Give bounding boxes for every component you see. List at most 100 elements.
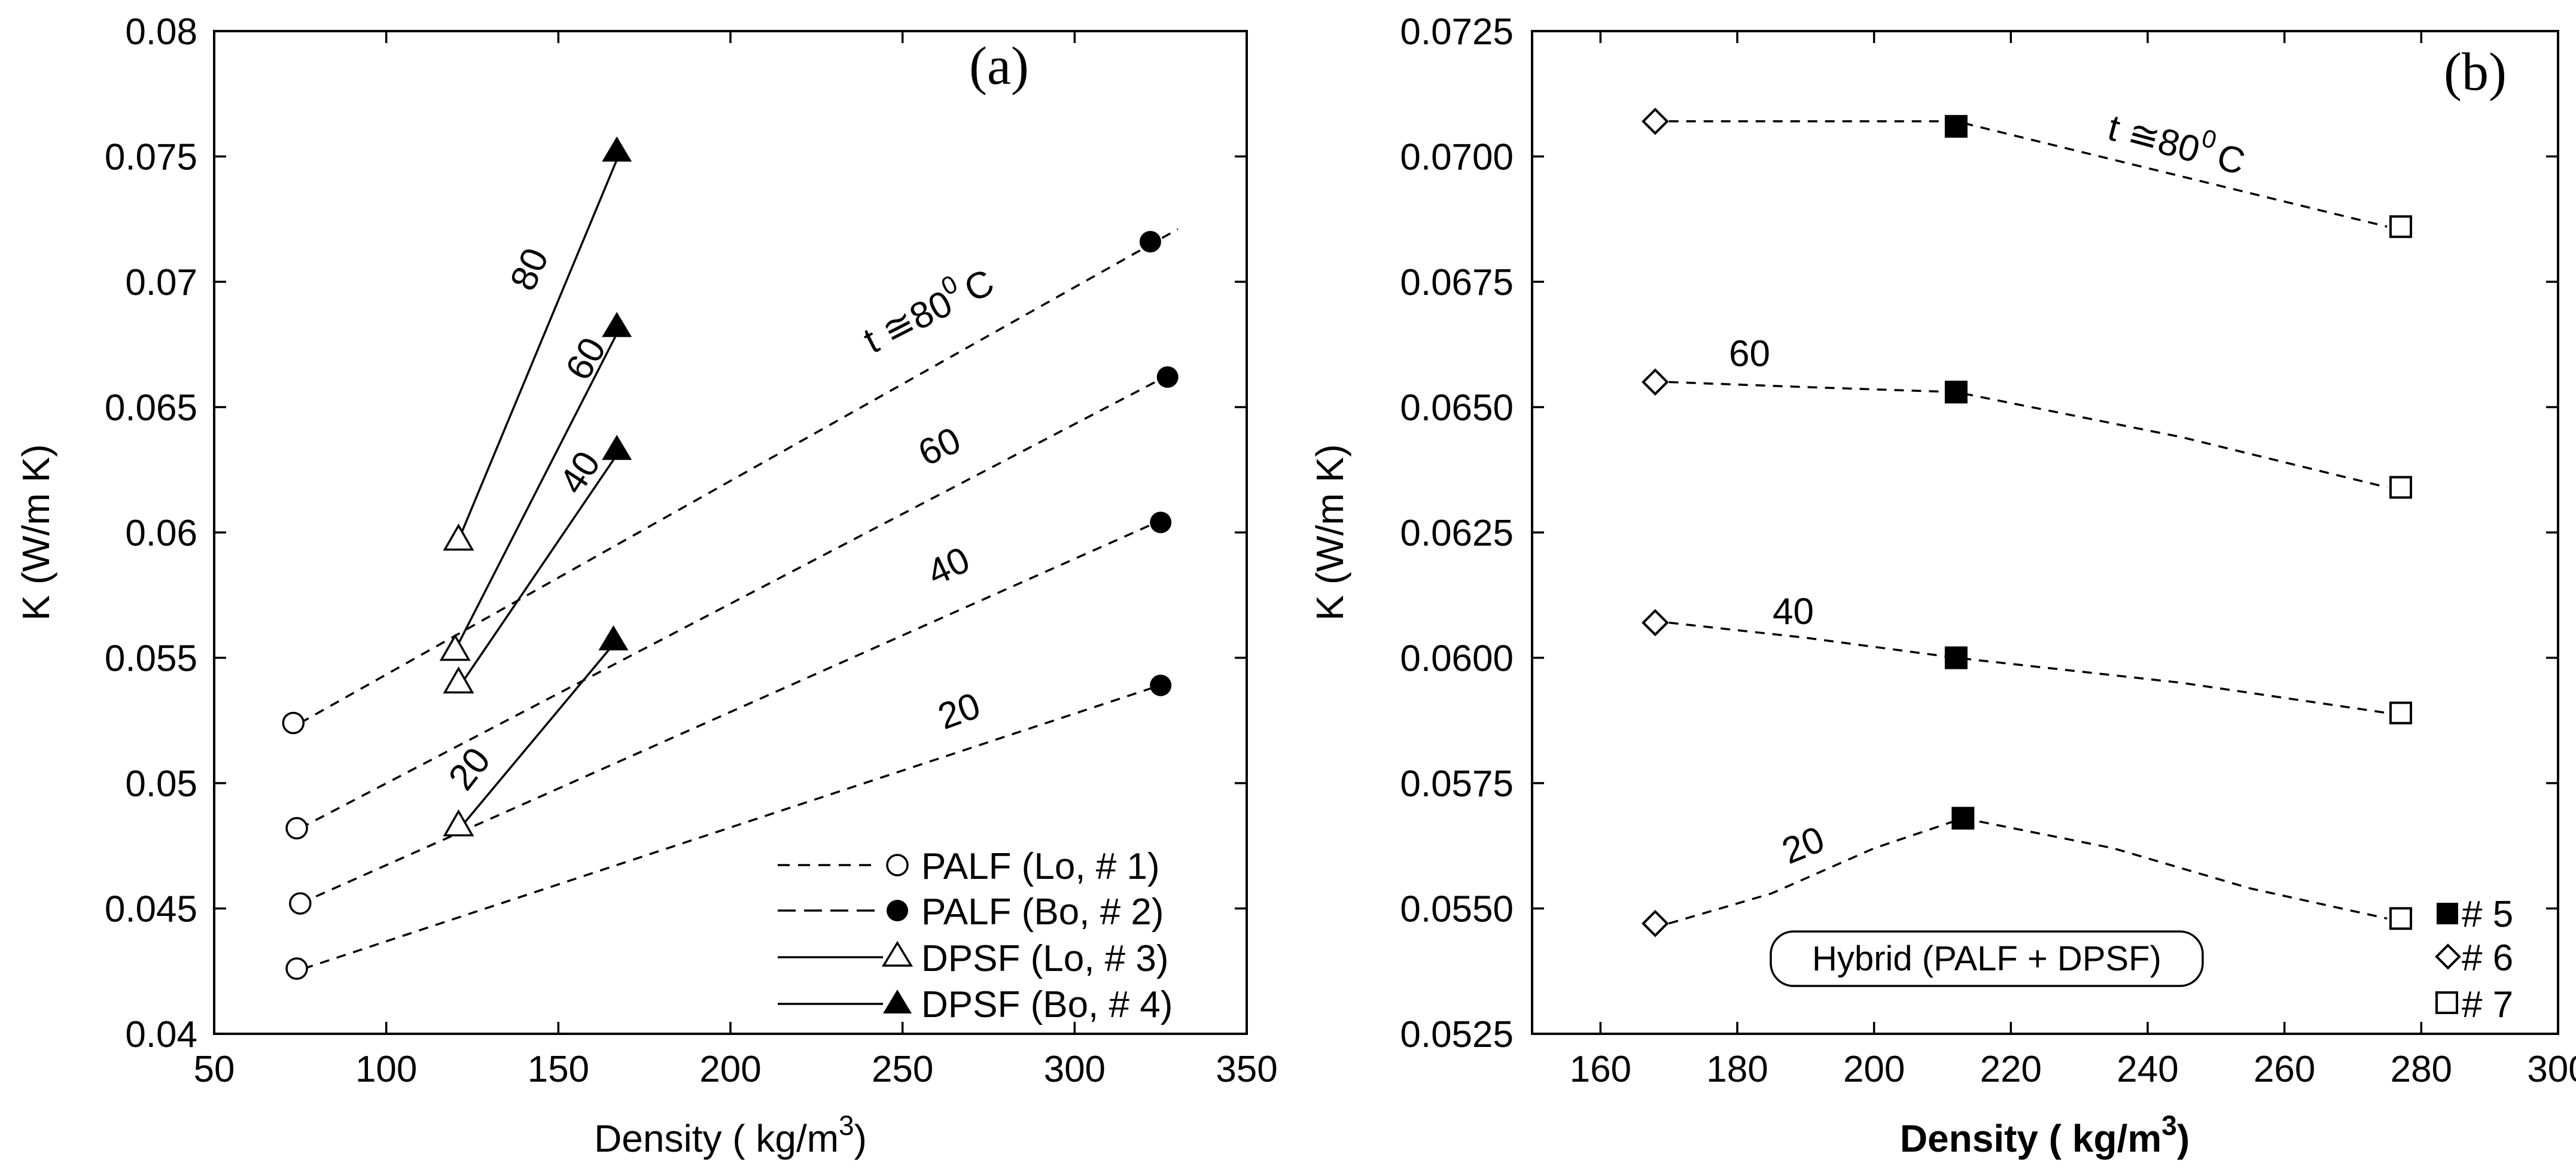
legend-label-palf-lo: PALF (Lo, # 1)	[921, 846, 1160, 887]
data-point-open-circle	[289, 892, 312, 915]
legend-item-6: # 6	[2435, 937, 2513, 979]
legend-item-palf-lo: PALF (Lo, # 1)	[778, 846, 1160, 887]
legend-marker-dpsf-lo	[881, 940, 914, 967]
panel-a-y-tick-label: 0.06	[125, 513, 197, 554]
panel-b-curve-40	[1668, 622, 2388, 714]
panel-a-y-tick-label: 0.05	[125, 763, 197, 805]
panel-b-x-tick-label: 300	[2527, 1049, 2576, 1090]
panel-a-curve-80-dashed	[299, 228, 1179, 724]
data-point-open-diamond	[1641, 108, 1669, 135]
panel-a-y-tick-label: 0.07	[125, 262, 197, 303]
data-point-filled-circle	[1150, 512, 1172, 534]
data-point-filled-triangle	[598, 625, 629, 651]
panel-b-y-axis: 0.0525 0.0550 0.0575 0.0600 0.0625 0.0650 0.06…	[1400, 11, 2558, 1055]
legend-marker-6	[2435, 943, 2461, 970]
data-point-open-diamond	[1641, 909, 1669, 937]
panel-a-label: (a)	[969, 36, 1029, 96]
panel-b-curve-80	[1668, 120, 2388, 228]
panel-a-curve-20-solid	[461, 640, 618, 827]
data-point-filled-square	[1944, 115, 1968, 138]
data-point-open-square	[2389, 907, 2413, 930]
panel-a-x-tick-label: 350	[1216, 1049, 1277, 1090]
data-point-filled-circle	[1150, 674, 1172, 696]
data-point-filled-circle	[1139, 230, 1161, 252]
panel-a-legend: PALF (Lo, # 1) PALF (Bo, # 2) DPSF (Lo, …	[778, 846, 1173, 1025]
panel-b-y-tick-label: 0.0550	[1400, 889, 1514, 930]
panel-b-x-axis-label: Density ( kg/m3)	[1900, 1110, 2190, 1160]
panel-b-label-60: 60	[1729, 333, 1770, 375]
panel-a-x-tick-label: 200	[699, 1049, 761, 1090]
legend-item-palf-bo: PALF (Bo, # 2)	[778, 891, 1164, 933]
panel-a-y-tick-label: 0.075	[105, 137, 197, 178]
panel-b-legend: # 5 # 6 # 7	[2435, 894, 2513, 1025]
legend-label-dpsf-lo: DPSF (Lo, # 3)	[921, 938, 1168, 979]
panel-a-y-axis: 0.04 0.045 0.05 0.055 0.06 0.065 0.07 0.075 0.08	[105, 11, 1247, 1055]
legend-item-dpsf-lo: DPSF (Lo, # 3)	[778, 938, 1168, 979]
panel-b-x-tick-label: 220	[1980, 1049, 2042, 1090]
data-point-filled-square	[1944, 646, 1968, 669]
panel-b-x-tick-label: 280	[2391, 1049, 2452, 1090]
panel-b-y-tick-label: 0.0600	[1400, 638, 1514, 680]
panel-b-y-tick-label: 0.0675	[1400, 262, 1514, 303]
panel-a-x-axis-label: Density ( kg/m3)	[594, 1110, 867, 1160]
panel-a-markers	[282, 136, 1179, 980]
legend-label-5: # 5	[2462, 894, 2513, 935]
panel-a-x-tick-label: 100	[355, 1049, 417, 1090]
data-point-open-square	[2389, 701, 2413, 724]
panel-b-y-tick-label: 0.0650	[1400, 388, 1514, 429]
legend-marker-palf-lo	[886, 854, 909, 876]
panel-b-curve-60	[1668, 380, 2388, 489]
data-point-open-circle	[282, 711, 305, 735]
panel-a-curve-60-solid	[454, 326, 622, 651]
panel-a-y-tick-label: 0.045	[105, 889, 197, 930]
panel-b-label: (b)	[2444, 42, 2507, 102]
data-point-open-diamond	[1641, 609, 1669, 637]
panel-a-y-tick-label: 0.065	[105, 388, 197, 429]
legend-label-7: # 7	[2462, 984, 2513, 1025]
panel-b-y-tick-label: 0.0725	[1400, 11, 1514, 53]
panel-b-x-tick-label: 240	[2117, 1049, 2178, 1090]
panel-a-y-axis-label: K (W/m K)	[14, 444, 57, 620]
legend-marker-5	[2437, 903, 2458, 924]
panel-a-curve-60-dashed	[299, 371, 1176, 829]
legend-marker-palf-bo	[887, 900, 908, 921]
legend-label-palf-bo: PALF (Bo, # 2)	[921, 891, 1164, 933]
data-point-open-triangle	[439, 634, 471, 661]
panel-a-x-axis: 50 100 150 200 250 300 350	[194, 31, 1278, 1090]
panel-b-x-tick-label: 160	[1570, 1049, 1631, 1090]
data-point-open-square	[2389, 476, 2413, 499]
panel-b-x-tick-label: 260	[2254, 1049, 2315, 1090]
panel-b-y-tick-label: 0.0525	[1400, 1014, 1514, 1055]
panel-b-y-tick-label: 0.0700	[1400, 137, 1514, 178]
panel-a-y-tick-label: 0.04	[125, 1014, 197, 1055]
panel-a-x-tick-label: 300	[1044, 1049, 1106, 1090]
data-point-filled-circle	[1156, 366, 1179, 388]
panel-a-curve-80-solid	[457, 151, 622, 541]
data-point-open-circle	[285, 957, 308, 980]
panel-b-y-axis-label: K (W/m K)	[1308, 444, 1351, 620]
data-point-filled-square	[1944, 380, 1968, 404]
panel-b-label-40: 40	[1773, 591, 1814, 632]
legend-item-5: # 5	[2437, 894, 2513, 935]
panel-b-x-tick-label: 200	[1843, 1049, 1905, 1090]
legend-marker-7	[2435, 991, 2458, 1014]
legend-item-dpsf-bo: DPSF (Bo, # 4)	[778, 984, 1173, 1025]
panel-a-lines	[299, 151, 1179, 970]
panel-a-x-tick-label: 150	[528, 1049, 589, 1090]
panel-a-x-tick-label: 50	[194, 1049, 235, 1090]
data-point-open-square	[2389, 215, 2413, 238]
data-point-open-triangle	[443, 666, 474, 694]
data-point-filled-triangle	[602, 136, 632, 162]
panel-b-y-tick-label: 0.0575	[1400, 763, 1514, 805]
legend-label-dpsf-bo: DPSF (Bo, # 4)	[921, 984, 1173, 1025]
data-point-open-circle	[285, 817, 308, 840]
panel-b-x-axis: 160 180 200 220 240 260 280 300	[1570, 31, 2576, 1090]
data-point-open-triangle	[443, 809, 474, 836]
hybrid-label-text: Hybrid (PALF + DPSF)	[1812, 939, 2161, 978]
data-point-filled-square	[1951, 806, 1975, 830]
data-point-filled-triangle	[602, 434, 632, 460]
data-point-open-diamond	[1641, 368, 1669, 396]
